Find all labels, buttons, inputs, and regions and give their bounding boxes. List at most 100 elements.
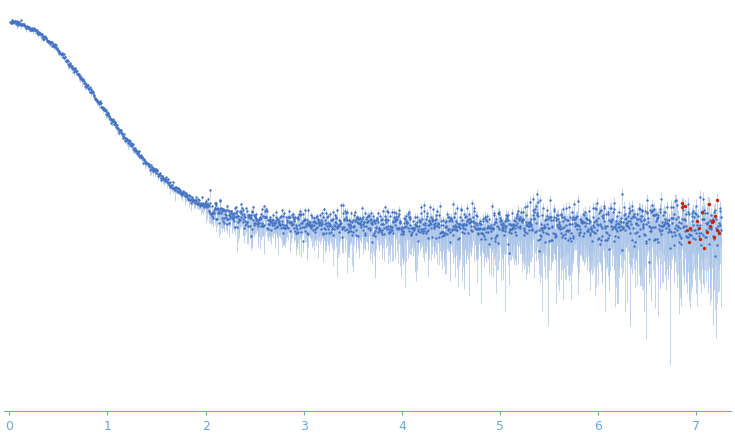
Point <box>669 225 681 232</box>
Point <box>114 126 126 133</box>
Point <box>326 223 338 230</box>
Point <box>174 189 186 196</box>
Point <box>172 188 184 195</box>
Point <box>254 215 265 222</box>
Point <box>212 205 224 212</box>
Point <box>190 200 201 207</box>
Point <box>376 216 387 223</box>
Point <box>225 208 237 215</box>
Point <box>162 180 174 187</box>
Point <box>252 218 264 225</box>
Point <box>93 99 104 106</box>
Point <box>473 225 484 232</box>
Point <box>681 222 692 229</box>
Point <box>101 111 113 118</box>
Point <box>650 224 662 231</box>
Point <box>231 212 243 219</box>
Point <box>528 209 540 216</box>
Point <box>610 221 622 228</box>
Point <box>639 208 651 215</box>
Point <box>17 21 29 28</box>
Point <box>250 215 262 222</box>
Point <box>579 222 591 229</box>
Point <box>627 214 639 221</box>
Point <box>218 215 230 222</box>
Point <box>42 38 54 45</box>
Point <box>675 216 687 223</box>
Point <box>567 208 578 215</box>
Point <box>492 223 503 230</box>
Point <box>711 228 723 235</box>
Point <box>277 212 289 219</box>
Point <box>65 62 77 69</box>
Point <box>417 208 429 215</box>
Point <box>162 177 173 184</box>
Point <box>78 78 90 85</box>
Point <box>639 239 651 246</box>
Point <box>674 224 686 231</box>
Point <box>295 229 306 236</box>
Point <box>634 216 645 223</box>
Point <box>445 214 456 221</box>
Point <box>449 209 461 216</box>
Point <box>150 169 162 176</box>
Point <box>259 208 271 215</box>
Point <box>296 224 308 231</box>
Point <box>510 222 522 229</box>
Point <box>219 207 231 214</box>
Point <box>681 234 693 241</box>
Point <box>619 227 631 234</box>
Point <box>390 213 402 220</box>
Point <box>154 170 166 177</box>
Point <box>368 217 380 224</box>
Point <box>375 220 387 227</box>
Point <box>21 24 32 31</box>
Point <box>588 228 600 235</box>
Point <box>646 202 658 209</box>
Point <box>132 150 144 157</box>
Point <box>322 212 334 219</box>
Point <box>133 147 145 154</box>
Point <box>656 223 667 230</box>
Point <box>703 240 714 247</box>
Point <box>662 229 674 236</box>
Point <box>384 229 395 236</box>
Point <box>384 229 395 236</box>
Point <box>215 210 226 217</box>
Point <box>431 220 443 227</box>
Point <box>482 223 494 230</box>
Point <box>94 97 106 104</box>
Point <box>695 194 706 201</box>
Point <box>413 223 425 230</box>
Point <box>249 214 261 221</box>
Point <box>538 224 550 231</box>
Point <box>640 237 652 244</box>
Point <box>24 23 35 30</box>
Point <box>352 219 364 226</box>
Point <box>129 145 140 152</box>
Point <box>466 200 478 207</box>
Point <box>490 232 502 239</box>
Point <box>637 223 648 230</box>
Point <box>366 220 378 227</box>
Point <box>11 19 23 26</box>
Point <box>117 132 129 139</box>
Point <box>563 204 575 211</box>
Point <box>57 51 68 58</box>
Point <box>607 208 619 215</box>
Point <box>682 200 694 207</box>
Point <box>129 148 141 155</box>
Point <box>253 215 265 222</box>
Point <box>334 216 345 223</box>
Point <box>529 205 541 212</box>
Point <box>460 212 472 219</box>
Point <box>606 216 618 223</box>
Point <box>308 215 320 222</box>
Point <box>628 243 640 250</box>
Point <box>552 223 564 230</box>
Point <box>572 225 584 232</box>
Point <box>82 85 94 92</box>
Point <box>198 203 210 210</box>
Point <box>218 206 230 213</box>
Point <box>484 215 495 222</box>
